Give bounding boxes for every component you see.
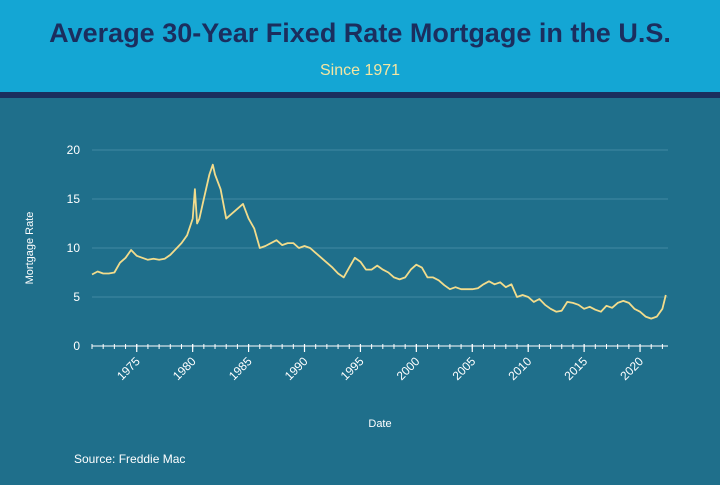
y-axis-title: Mortgage Rate: [24, 212, 36, 285]
y-tick-label: 20: [67, 143, 81, 157]
y-tick-label: 10: [67, 241, 81, 255]
y-axis-ticks: 0 5 10 15 20: [67, 143, 81, 353]
x-axis: 1975 1980 1985 1990 1995 2000 2005 2010 2015 2020: [91, 344, 663, 383]
header-band: [0, 0, 720, 92]
header-divider: [0, 92, 720, 98]
x-tick-label: 2010: [506, 354, 535, 383]
x-tick-label: 2015: [561, 354, 590, 383]
x-tick-label: 1985: [226, 354, 255, 383]
x-tick-label: 2005: [450, 354, 479, 383]
y-tick-label: 15: [67, 192, 81, 206]
x-axis-title: Date: [368, 418, 391, 430]
grid-lines: [92, 149, 668, 347]
x-tick-label: 2000: [394, 354, 423, 383]
y-tick-label: 5: [73, 290, 80, 304]
x-tick-label: 2020: [617, 354, 646, 383]
y-tick-label: 0: [73, 339, 80, 353]
x-tick-label: 1990: [282, 354, 311, 383]
source-note: Source: Freddie Mac: [74, 452, 186, 466]
chart-title: Average 30-Year Fixed Rate Mortgage in t…: [49, 18, 671, 48]
series-line-mortgage-rate: [91, 163, 667, 320]
x-tick-label: 1980: [170, 354, 199, 383]
x-tick-label: 1995: [338, 354, 367, 383]
chart-subtitle: Since 1971: [319, 62, 401, 79]
x-tick-label: 1975: [114, 354, 143, 383]
